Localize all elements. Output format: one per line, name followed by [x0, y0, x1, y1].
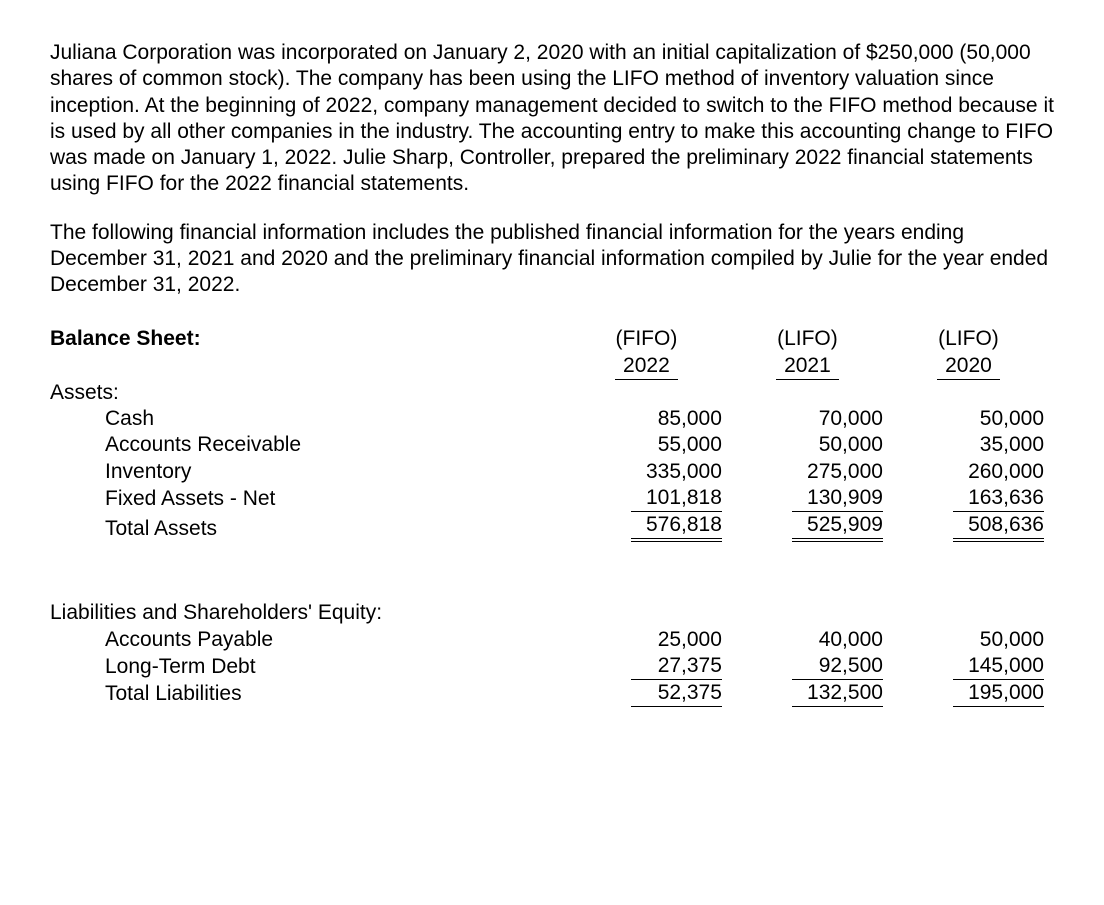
ltd-c1: 27,375: [631, 653, 722, 680]
balance-sheet-section: Balance Sheet: (FIFO) (LIFO) (LIFO) 2022…: [50, 326, 1054, 707]
col1-method: (FIFO): [571, 326, 732, 352]
cash-c2: 70,000: [732, 406, 893, 432]
total-assets-c2: 525,909: [792, 512, 883, 542]
cash-c3: 50,000: [893, 406, 1054, 432]
row-cash: Cash 85,000 70,000 50,000: [50, 406, 1054, 432]
ar-c2: 50,000: [732, 432, 893, 458]
ap-c1: 25,000: [571, 627, 732, 653]
total-liab-c3: 195,000: [953, 680, 1044, 707]
col2-year: 2021: [776, 353, 839, 380]
inventory-c1: 335,000: [571, 459, 732, 485]
label-cash: Cash: [50, 406, 571, 432]
paragraph-2: The following financial information incl…: [50, 220, 1054, 299]
ltd-c2: 92,500: [792, 653, 883, 680]
col1-year: 2022: [615, 353, 678, 380]
row-total-assets: Total Assets 576,818 525,909 508,636: [50, 512, 1054, 542]
label-ar: Accounts Receivable: [50, 432, 571, 458]
ap-c2: 40,000: [732, 627, 893, 653]
row-ltd: Long-Term Debt 27,375 92,500 145,000: [50, 653, 1054, 680]
row-fixed-assets: Fixed Assets - Net 101,818 130,909 163,6…: [50, 485, 1054, 512]
label-fixed-assets: Fixed Assets - Net: [50, 485, 571, 512]
liabilities-title: Liabilities and Shareholders' Equity:: [50, 600, 571, 626]
balance-sheet-title: Balance Sheet:: [50, 326, 571, 352]
total-liab-c2: 132,500: [792, 680, 883, 707]
assets-title: Assets:: [50, 380, 571, 406]
inventory-c3: 260,000: [893, 459, 1054, 485]
fixed-c2: 130,909: [792, 485, 883, 512]
col3-year: 2020: [937, 353, 1000, 380]
row-ar: Accounts Receivable 55,000 50,000 35,000: [50, 432, 1054, 458]
row-total-liabilities: Total Liabilities 52,375 132,500 195,000: [50, 680, 1054, 707]
label-total-assets: Total Assets: [50, 512, 571, 542]
ap-c3: 50,000: [893, 627, 1054, 653]
label-ap: Accounts Payable: [50, 627, 571, 653]
spacer-row: [50, 542, 1054, 600]
liabilities-title-row: Liabilities and Shareholders' Equity:: [50, 600, 1054, 626]
row-inventory: Inventory 335,000 275,000 260,000: [50, 459, 1054, 485]
label-inventory: Inventory: [50, 459, 571, 485]
col2-method: (LIFO): [732, 326, 893, 352]
inventory-c2: 275,000: [732, 459, 893, 485]
total-assets-c3: 508,636: [953, 512, 1044, 542]
row-ap: Accounts Payable 25,000 40,000 50,000: [50, 627, 1054, 653]
total-liab-c1: 52,375: [631, 680, 722, 707]
label-ltd: Long-Term Debt: [50, 653, 571, 680]
balance-sheet-table: Balance Sheet: (FIFO) (LIFO) (LIFO) 2022…: [50, 326, 1054, 707]
total-assets-c1: 576,818: [631, 512, 722, 542]
header-year-row: 2022 2021 2020: [50, 353, 1054, 380]
assets-title-row: Assets:: [50, 380, 1054, 406]
paragraph-1: Juliana Corporation was incorporated on …: [50, 40, 1054, 198]
ar-c3: 35,000: [893, 432, 1054, 458]
header-method-row: Balance Sheet: (FIFO) (LIFO) (LIFO): [50, 326, 1054, 352]
fixed-c3: 163,636: [953, 485, 1044, 512]
cash-c1: 85,000: [571, 406, 732, 432]
col3-method: (LIFO): [893, 326, 1054, 352]
fixed-c1: 101,818: [631, 485, 722, 512]
label-total-liabilities: Total Liabilities: [50, 680, 571, 707]
ltd-c3: 145,000: [953, 653, 1044, 680]
ar-c1: 55,000: [571, 432, 732, 458]
